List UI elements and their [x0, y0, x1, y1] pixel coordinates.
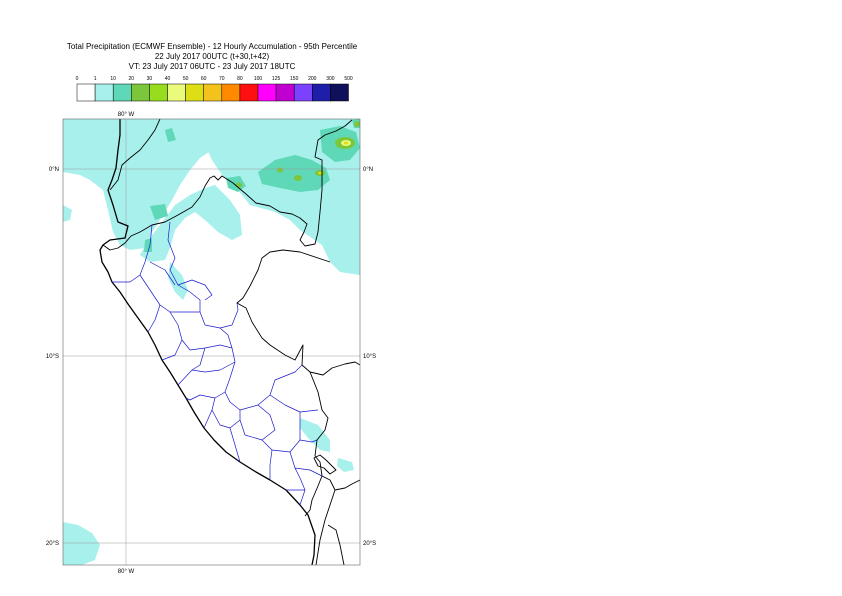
precip-area-heavy [236, 121, 360, 188]
legend-tick-label: 30 [147, 76, 153, 82]
title-line-1: Total Precipitation (ECMWF Ensemble) - 1… [66, 42, 358, 51]
lat-label-left-0: 0°N [49, 167, 59, 173]
legend-tick-label: 20 [129, 76, 135, 82]
legend-tick-label: 50 [183, 76, 189, 82]
map-frame [62, 118, 361, 566]
precip-area-intense [318, 141, 349, 175]
legend-tick-label: 100 [254, 76, 263, 82]
legend-tick-label: 60 [201, 76, 207, 82]
legend-tick-label: 80 [237, 76, 243, 82]
axis-labels: 80° W 80° W 0°N 10°S 20°S 0°N 10°S 20°S [46, 112, 376, 575]
map-title: Total Precipitation (ECMWF Ensemble) - 1… [0, 42, 424, 72]
title-line-2: 22 July 2017 00UTC (t+30,t+42) [154, 52, 270, 61]
peru-bolivia-border [304, 371, 329, 517]
legend-swatch [330, 83, 349, 102]
peru-brazil-border [236, 249, 360, 376]
lat-label-right-20: 20°S [363, 541, 376, 547]
legend-tick-label: 40 [165, 76, 171, 82]
chile-argentina-border [327, 524, 345, 565]
color-legend: 0 1 10 20 30 40 50 60 70 80 100 125 150 200 300 500 [76, 76, 353, 102]
legend-tick-label: 300 [326, 76, 335, 82]
legend-tick-label: 150 [290, 76, 299, 82]
ecuador-colombia-border [109, 119, 161, 191]
legend-tick-label: 500 [344, 76, 353, 82]
lat-label-left-20: 20°S [46, 541, 59, 547]
legend-tick-label: 125 [272, 76, 281, 82]
precip-area-light [63, 119, 360, 565]
peru-ecuador-border [102, 119, 353, 251]
legend-tick-label: 200 [308, 76, 317, 82]
bolivia-argentina-border [334, 479, 360, 491]
country-borders [102, 119, 360, 565]
lake-titicaca [313, 454, 337, 475]
graticule [63, 119, 360, 565]
department-boundaries [112, 221, 323, 506]
lon-label-bottom: 80° W [118, 569, 135, 575]
bolivia-chile-border [315, 475, 336, 565]
legend-tick-label: 0 [76, 76, 79, 82]
legend-tick-label: 70 [219, 76, 225, 82]
lat-label-right-0: 0°N [363, 167, 373, 173]
title-line-3: VT: 23 July 2017 06UTC - 23 July 2017 18… [128, 62, 296, 71]
lat-label-right-10: 10°S [363, 354, 376, 360]
coastline [99, 119, 316, 565]
lon-label-top: 80° W [118, 112, 135, 118]
lat-label-left-10: 10°S [46, 354, 59, 360]
legend-tick-label: 1 [94, 76, 97, 82]
legend-tick-label: 10 [110, 76, 116, 82]
